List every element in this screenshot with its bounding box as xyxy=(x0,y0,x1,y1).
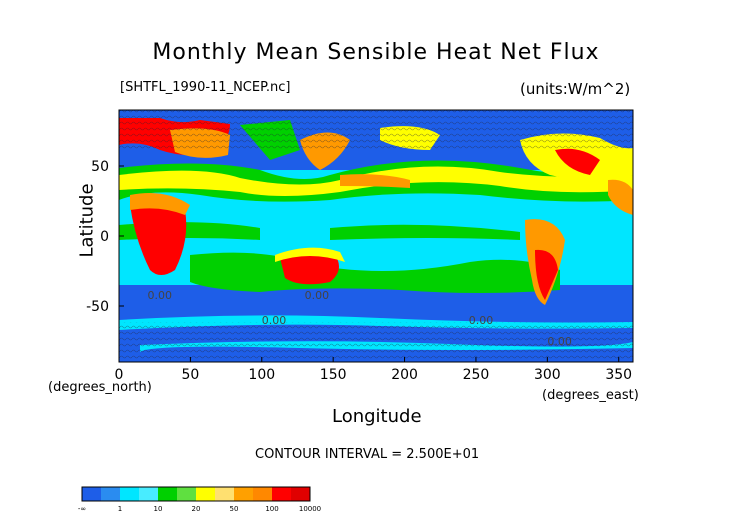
contour-label: 0.00 xyxy=(469,314,494,327)
y-axis-unit: (degrees_north) xyxy=(48,380,152,395)
x-tick-label: 250 xyxy=(463,367,490,383)
colorbar-swatch xyxy=(177,487,197,501)
colorbar-swatch xyxy=(139,487,159,501)
colorbar-tick-label: -∞ xyxy=(78,505,86,513)
colorbar-tick-label: 20 xyxy=(192,505,201,513)
colorbar-tick-label: 10000 xyxy=(299,505,321,513)
colorbar-swatch xyxy=(234,487,254,501)
contour-labels: 0.00 0.00 0.00 0.00 0.00 xyxy=(148,289,572,348)
map-field xyxy=(119,110,633,362)
file-label: [SHTFL_1990-11_NCEP.nc] xyxy=(120,80,291,95)
x-tick-label: 150 xyxy=(320,367,347,383)
units-label: (units:W/m^2) xyxy=(520,80,631,98)
y-tick-label: -50 xyxy=(86,299,109,315)
y-tick-label: 0 xyxy=(100,229,109,245)
colorbar-swatch xyxy=(196,487,216,501)
x-tick-label: 350 xyxy=(605,367,632,383)
x-tick-label: 50 xyxy=(181,367,199,383)
x-tick-label: 300 xyxy=(534,367,561,383)
x-tick-label: 200 xyxy=(391,367,418,383)
contour-label: 0.00 xyxy=(148,289,173,302)
y-ticks: 50 0 -50 xyxy=(86,159,124,315)
colorbar-tick-label: 10 xyxy=(154,505,163,513)
colorbar-tick-label: 1 xyxy=(118,505,122,513)
x-axis-title: Longitude xyxy=(332,406,422,427)
contour-interval: CONTOUR INTERVAL = 2.500E+01 xyxy=(255,447,480,462)
colorbar-swatch xyxy=(291,487,311,501)
colorbar-swatch xyxy=(253,487,273,501)
colorbar-swatch xyxy=(101,487,121,501)
colorbar-tick-label: 100 xyxy=(265,505,278,513)
colorbar-frame xyxy=(81,486,311,502)
colorbar-tick-label: 50 xyxy=(230,505,239,513)
contour-label: 0.00 xyxy=(547,335,572,348)
x-ticks: 0 50 100 150 200 250 300 350 xyxy=(115,357,632,383)
y-axis-title: Latitude xyxy=(76,183,98,258)
chart-title: Monthly Mean Sensible Heat Net Flux xyxy=(152,40,600,65)
colorbar: -∞ 1 10 20 50 100 10000 xyxy=(78,486,321,513)
x-tick-label: 0 xyxy=(115,367,124,383)
contour-label: 0.00 xyxy=(305,289,330,302)
colorbar-swatch xyxy=(82,487,102,501)
x-axis-unit: (degrees_east) xyxy=(542,388,639,403)
contour-label: 0.00 xyxy=(262,314,287,327)
colorbar-swatch xyxy=(215,487,235,501)
colorbar-swatch xyxy=(272,487,292,501)
colorbar-swatch xyxy=(158,487,178,501)
colorbar-swatch xyxy=(120,487,140,501)
y-tick-label: 50 xyxy=(91,159,109,175)
x-tick-label: 100 xyxy=(248,367,275,383)
